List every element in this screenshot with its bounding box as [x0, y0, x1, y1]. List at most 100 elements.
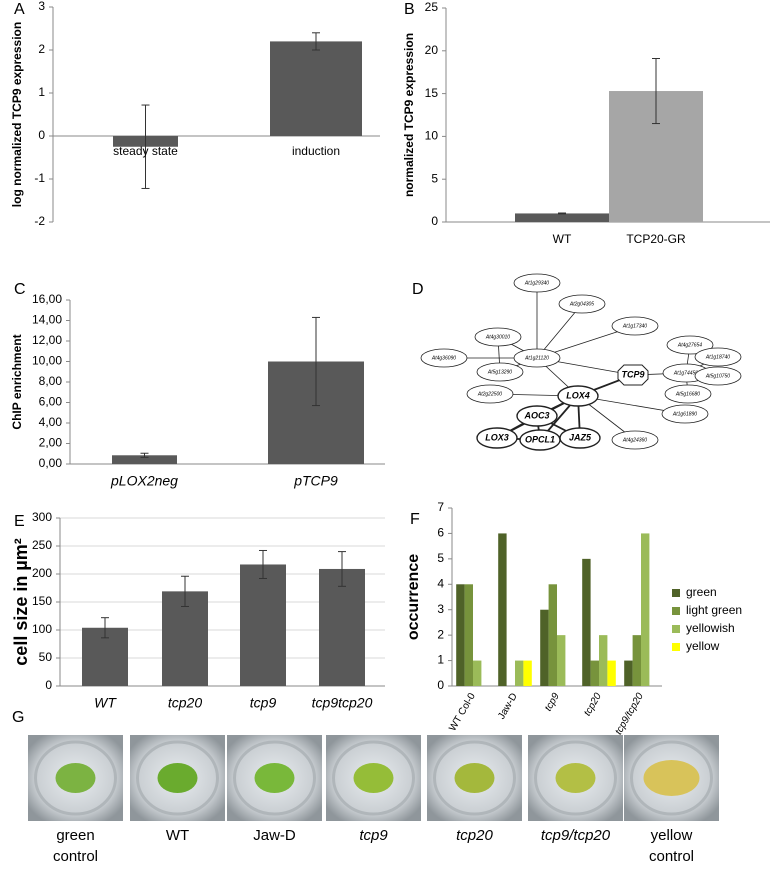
y-tick-label: 15	[425, 86, 439, 100]
x-tick-label: pTCP9	[293, 473, 338, 489]
y-tick-label: 2	[38, 42, 45, 56]
y-tick-label: 2,00	[39, 436, 63, 450]
bar	[498, 533, 507, 686]
y-tick-label: 12,00	[32, 333, 62, 347]
panel-label: C	[14, 281, 26, 298]
bar	[270, 41, 362, 136]
y-tick-label: 0	[437, 678, 444, 692]
y-tick-label: 200	[32, 566, 52, 580]
y-tick-label: 1	[437, 653, 444, 667]
network-node	[664, 384, 712, 404]
bar	[548, 584, 557, 686]
x-tick-label: WT	[553, 232, 572, 246]
panel-label: D	[412, 281, 424, 298]
y-tick-label: 150	[32, 594, 52, 608]
network-node-label: At4g27654	[677, 342, 702, 348]
network-node	[666, 335, 714, 355]
network-node	[420, 348, 468, 368]
bar	[515, 660, 524, 686]
network-node-label: LOX4	[566, 390, 590, 400]
bar	[557, 635, 566, 686]
network-node-label: At1g17340	[622, 323, 647, 329]
network-node	[559, 427, 601, 449]
network-node	[694, 366, 742, 386]
error-bar	[338, 551, 346, 587]
y-tick-label: -2	[34, 214, 45, 228]
legend-label: yellowish	[686, 621, 735, 635]
y-axis-label: cell size in µm²	[11, 538, 31, 665]
bar	[515, 213, 609, 222]
network-node-label: At5g16680	[675, 391, 700, 397]
y-tick-label: 4	[437, 576, 444, 590]
y-axis-label: occurrence	[405, 554, 422, 640]
error-bar	[259, 549, 267, 579]
x-tick-label: steady state	[113, 144, 178, 158]
y-tick-label: 0	[38, 128, 45, 142]
legend-swatch	[672, 625, 680, 633]
y-tick-label: 6,00	[39, 395, 63, 409]
y-tick-label: 25	[425, 0, 439, 14]
x-tick-label: WT	[94, 695, 117, 711]
legend-label: light green	[686, 603, 742, 617]
photo-well	[233, 740, 316, 816]
x-tick-label: tcp20	[168, 695, 202, 711]
bar	[540, 609, 549, 686]
legend-swatch	[672, 589, 680, 597]
network-node	[513, 348, 561, 368]
y-axis-label: log normalized TCP9 expression	[10, 22, 24, 207]
y-axis-label: normalized TCP9 expression	[402, 33, 416, 197]
panel-label: B	[404, 1, 415, 18]
y-tick-label: 50	[39, 650, 53, 664]
y-tick-label: 10	[425, 129, 439, 143]
network-node	[513, 273, 561, 293]
bar	[456, 584, 465, 686]
y-tick-label: 0	[431, 214, 438, 228]
photo-leaf	[157, 763, 198, 793]
network-node-label: At1g29340	[524, 280, 549, 286]
network-node-label: At5g13290	[487, 369, 512, 375]
x-tick-label: pLOX2neg	[110, 473, 178, 489]
y-tick-label: 20	[425, 43, 439, 57]
x-tick-label: induction	[292, 144, 340, 158]
legend-swatch	[672, 607, 680, 615]
y-tick-label: 6	[437, 526, 444, 540]
photo-leaf	[555, 763, 596, 793]
network-node-label: OPCL1	[525, 434, 555, 444]
x-tick-label: tcp9	[543, 691, 562, 713]
x-tick-label: tcp20	[582, 691, 604, 718]
network-node	[661, 404, 709, 424]
photo-well	[630, 740, 713, 816]
x-tick-label: WT Col-0	[447, 691, 478, 733]
bar	[641, 533, 650, 686]
y-tick-label: 100	[32, 622, 52, 636]
bar	[464, 584, 473, 686]
y-tick-label: 5	[437, 551, 444, 565]
y-tick-label: 2	[437, 627, 444, 641]
network-node	[557, 385, 599, 407]
panel-label: G	[12, 709, 24, 726]
bar	[319, 568, 365, 686]
y-tick-label: 14,00	[32, 313, 62, 327]
panel-label: A	[14, 1, 25, 18]
y-tick-label: 0,00	[39, 456, 63, 470]
photo-label: control	[53, 848, 98, 865]
network-node-label: JAZ5	[569, 432, 592, 442]
network-node-label: At1g21120	[524, 355, 549, 361]
photo-leaf	[454, 763, 495, 793]
bar	[112, 455, 177, 464]
bar	[590, 660, 599, 686]
error-bar	[558, 212, 566, 215]
network-node	[476, 362, 524, 382]
y-tick-label: 250	[32, 538, 52, 552]
legend-label: yellow	[686, 639, 720, 653]
error-bar	[312, 32, 320, 51]
bar	[162, 591, 208, 686]
x-tick-label: tcp9	[250, 695, 277, 711]
x-tick-label: Jaw-D	[496, 691, 520, 721]
bar	[607, 660, 616, 686]
panel-label: E	[14, 513, 25, 530]
bar	[582, 558, 591, 686]
x-tick-label: TCP20-GR	[626, 232, 686, 246]
legend-swatch	[672, 643, 680, 651]
